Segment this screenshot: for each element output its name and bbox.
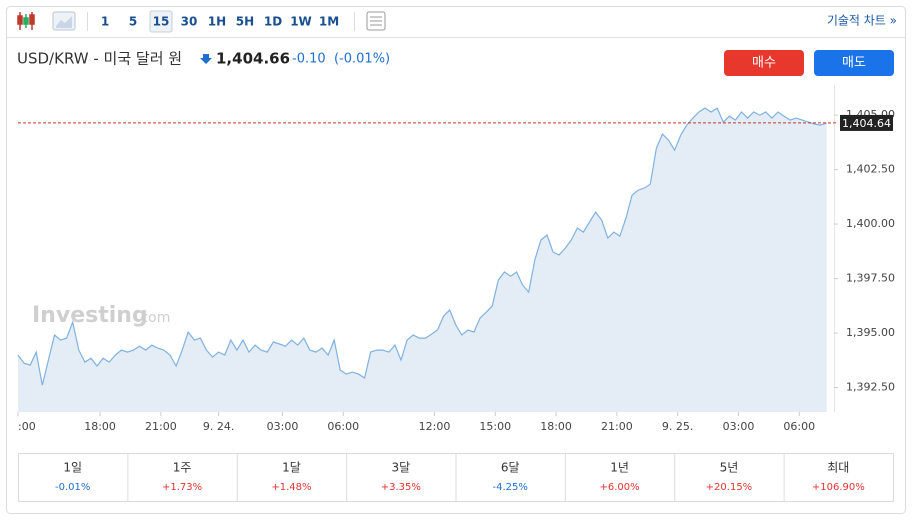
y-tick-label: 1,397.50 <box>846 272 895 285</box>
x-tick-label: 9. 25. <box>662 420 694 433</box>
period-change: +1.48% <box>271 482 311 493</box>
period-label[interactable]: 1달 <box>282 461 301 475</box>
period-label[interactable]: 최대 <box>827 461 849 475</box>
last-price-label: 1,404.64 <box>842 117 891 130</box>
tech-chart-link[interactable]: 기술적 차트 » <box>827 14 897 28</box>
period-change: +1.73% <box>162 482 202 493</box>
x-tick-label: 03:00 <box>723 420 755 433</box>
period-label[interactable]: 1년 <box>610 461 629 475</box>
buy-button[interactable] <box>724 50 804 76</box>
price: 1,404.66 <box>216 50 290 68</box>
settings-icon[interactable] <box>366 11 386 31</box>
period-change: +6.00% <box>599 482 639 493</box>
watermark: Investing <box>32 303 148 328</box>
interval-button[interactable]: 15 <box>153 15 170 29</box>
area-icon[interactable] <box>52 11 76 31</box>
y-tick-label: 1,402.50 <box>846 163 895 176</box>
period-change: +20.15% <box>706 482 753 493</box>
x-tick-label: 9. 24. <box>203 420 235 433</box>
sell-button[interactable] <box>814 50 894 76</box>
period-label[interactable]: 1일 <box>63 461 82 475</box>
period-label[interactable]: 1주 <box>173 461 192 475</box>
x-tick-label: 21:00 <box>601 420 633 433</box>
period-change: -4.25% <box>492 482 527 493</box>
x-tick-label: 18:00 <box>84 420 116 433</box>
interval-button[interactable]: 1 <box>101 15 109 29</box>
down-arrow <box>200 54 212 64</box>
change-pct: (-0.01%) <box>334 52 390 67</box>
x-tick-label: 12:00 <box>419 420 451 433</box>
y-tick-label: 1,392.50 <box>846 381 895 394</box>
interval-button[interactable]: 1W <box>290 15 312 29</box>
interval-button[interactable]: 1D <box>264 15 282 29</box>
x-tick-label: 06:00 <box>327 420 359 433</box>
candle-icon[interactable] <box>17 12 35 30</box>
period-change: +106.90% <box>812 482 865 493</box>
period-change: -0.01% <box>55 482 90 493</box>
sell-label[interactable]: 매도 <box>842 56 866 71</box>
last-price-box <box>840 114 893 131</box>
x-tick-label: :00 <box>18 420 36 433</box>
interval-button[interactable]: 5H <box>236 15 254 29</box>
period-label[interactable]: 5년 <box>720 461 739 475</box>
symbol: USD/KRW - 미국 달러 원 <box>17 50 182 68</box>
y-tick-label: 1,400.00 <box>846 217 895 230</box>
period-change: +3.35% <box>381 482 421 493</box>
area <box>18 108 827 412</box>
buy-label[interactable]: 매수 <box>752 56 776 71</box>
interval-selected <box>149 10 173 33</box>
x-tick-label: 03:00 <box>267 420 299 433</box>
period-label[interactable]: 6달 <box>501 461 520 475</box>
x-tick-label: 21:00 <box>145 420 177 433</box>
y-tick-label: 1,395.00 <box>846 326 895 339</box>
x-tick-label: 18:00 <box>540 420 572 433</box>
period-label[interactable]: 3달 <box>391 461 410 475</box>
interval-button[interactable]: 1H <box>208 15 226 29</box>
interval-button[interactable]: 5 <box>129 15 137 29</box>
interval-button[interactable]: 1M <box>319 15 339 29</box>
x-tick-label: 15:00 <box>479 420 511 433</box>
price-line <box>17 107 827 386</box>
interval-button[interactable]: 30 <box>181 15 198 29</box>
watermark-suffix: .com <box>136 310 170 326</box>
change: -0.10 <box>292 52 326 67</box>
x-tick-label: 06:00 <box>783 420 815 433</box>
